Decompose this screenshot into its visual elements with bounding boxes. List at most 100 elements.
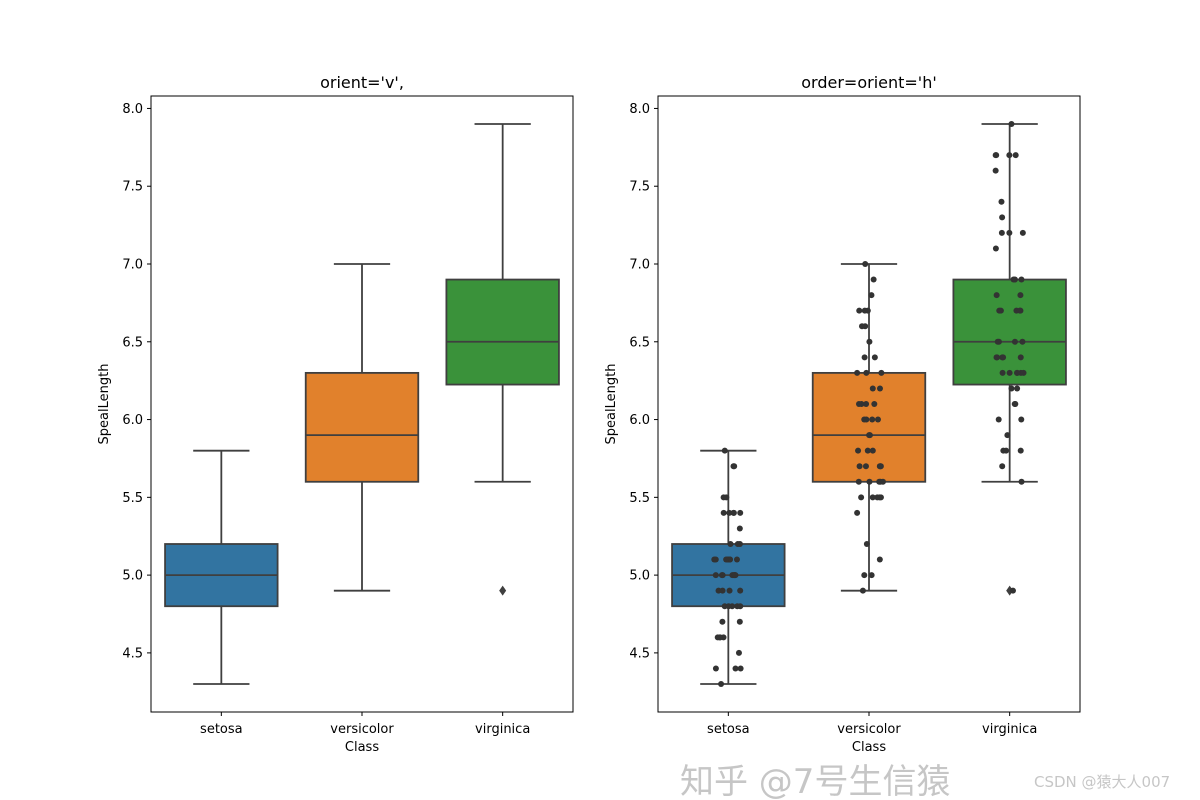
strip-point [1009, 587, 1016, 594]
strip-point [1020, 369, 1027, 376]
strip-point [868, 292, 875, 299]
strip-point [1006, 229, 1013, 236]
strip-point [719, 618, 726, 625]
strip-point [855, 401, 862, 407]
strip-point [862, 463, 869, 470]
x-axis-label: Class [345, 740, 379, 755]
strip-point [1008, 121, 1015, 127]
y-tick-label: 5.0 [629, 569, 650, 584]
strip-point [862, 261, 869, 267]
strip-point [864, 447, 871, 454]
strip-point [731, 572, 738, 579]
strip-point [730, 463, 737, 470]
strip-point [1019, 338, 1026, 345]
strip-point [737, 665, 744, 672]
y-tick-label: 7.0 [122, 258, 143, 273]
outlier-point [499, 585, 507, 596]
watermark: 知乎 @7号生信猿 CSDN @猿大人007 [680, 762, 1170, 800]
strip-point [1017, 354, 1024, 361]
y-tick-label: 6.5 [122, 335, 143, 350]
strip-point [1004, 432, 1011, 439]
x-tick-label: virginica [982, 722, 1037, 737]
x-tick-label: setosa [707, 722, 750, 737]
strip-point [993, 152, 1000, 159]
y-axis-label: SpealLength [97, 364, 112, 445]
strip-point [1014, 369, 1021, 376]
strip-point [863, 369, 870, 376]
strip-point [1003, 447, 1010, 454]
strip-point [1011, 338, 1018, 345]
strip-point [1011, 276, 1018, 283]
box-versicolor [811, 371, 927, 483]
strip-point [718, 681, 725, 687]
y-tick-label: 7.0 [629, 258, 650, 273]
strip-point [854, 509, 861, 516]
y-axis-label: SpealLength [604, 364, 619, 445]
y-tick-label: 7.5 [122, 180, 143, 195]
strip-point [998, 229, 1005, 236]
strip-point [863, 401, 870, 407]
strip-point [730, 509, 737, 516]
strip-point [1012, 401, 1019, 407]
strip-point [866, 338, 873, 345]
strip-point [869, 494, 876, 501]
strip-point [999, 214, 1006, 221]
strip-point [726, 509, 733, 516]
strip-point [723, 556, 730, 563]
strip-point [863, 541, 870, 547]
strip-point [720, 509, 727, 516]
strip-point [725, 603, 732, 610]
strip-point [727, 541, 734, 547]
chart-2: 4.5 5.0 5.5 6.0 6.5 7.0 7.5 8.0 setosa versicolor… [604, 73, 1081, 755]
strip-point [718, 572, 725, 579]
strip-point [735, 649, 742, 656]
strip-point [876, 556, 883, 563]
strip-point [870, 276, 877, 283]
strip-point [712, 572, 719, 579]
strip-point [736, 618, 743, 625]
strip-point [868, 572, 875, 579]
strip-point [737, 603, 744, 610]
chart-1: 4.5 5.0 5.5 6.0 6.5 7.0 7.5 8.0 setosa versicolor… [97, 73, 574, 755]
y-tick-label: 7.5 [629, 180, 650, 195]
y-tick-label: 6.5 [629, 335, 650, 350]
strip-point [1000, 354, 1007, 361]
strip-point [871, 401, 878, 407]
box-virginica [445, 278, 560, 386]
strip-point [1019, 229, 1026, 236]
strip-point [992, 245, 999, 252]
strip-point [879, 478, 886, 485]
strip-point [866, 432, 873, 439]
strip-point [998, 198, 1005, 205]
strip-point [855, 478, 862, 485]
strip-point [712, 665, 719, 672]
y-tick-label: 5.5 [122, 491, 143, 506]
x-axis-label: Class [852, 740, 886, 755]
strip-point [878, 369, 885, 376]
strip-point [874, 416, 881, 423]
strip-point [995, 416, 1002, 423]
strip-point [877, 463, 884, 470]
strip-point [1006, 152, 1013, 159]
strip-point [1017, 447, 1024, 454]
strip-point [999, 463, 1006, 470]
strip-point [1018, 416, 1025, 423]
x-tick-label: versicolor [837, 722, 901, 737]
strip-point [1012, 152, 1019, 159]
y-tick-label: 4.5 [122, 646, 143, 661]
strip-point [996, 307, 1003, 314]
strip-point [1014, 385, 1021, 392]
strip-point [726, 587, 733, 594]
strip-point [869, 385, 876, 392]
strip-point [737, 509, 744, 516]
strip-point [733, 556, 740, 563]
chart-title: order=orient='h' [801, 73, 936, 92]
x-tick-label: versicolor [330, 722, 394, 737]
strip-point [721, 447, 728, 454]
watermark-zhihu: 知乎 @7号生信猿 [680, 762, 950, 800]
y-tick-label: 6.0 [122, 413, 143, 428]
strip-point [861, 572, 868, 579]
strip-point [861, 307, 868, 314]
watermark-csdn: CSDN @猿大人007 [1034, 773, 1170, 791]
